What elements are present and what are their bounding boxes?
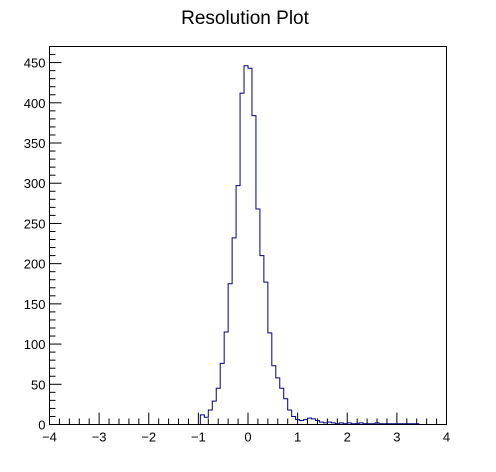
y-tick-label: 200 xyxy=(24,257,46,272)
x-tick-label: −2 xyxy=(141,430,156,445)
x-tick-label: 0 xyxy=(244,430,251,445)
x-axis: −4 −3 −2 −1 0 1 2 3 4 xyxy=(42,412,450,445)
x-tick-label: −3 xyxy=(92,430,107,445)
y-tick-label: 100 xyxy=(24,337,46,352)
x-tick-label: 2 xyxy=(344,430,351,445)
chart-title: Resolution Plot xyxy=(181,8,310,29)
y-tick-label: 150 xyxy=(24,297,46,312)
histogram-series xyxy=(199,65,420,425)
x-tick-label: 4 xyxy=(443,430,450,445)
y-tick-label: 300 xyxy=(24,176,46,191)
x-tick-label: −4 xyxy=(42,430,57,445)
y-tick-label: 450 xyxy=(24,56,46,71)
y-tick-label: 0 xyxy=(38,418,45,433)
y-tick-label: 50 xyxy=(31,377,45,392)
y-tick-label: 250 xyxy=(24,216,46,231)
x-tick-label: −1 xyxy=(191,430,206,445)
x-tick-label: 1 xyxy=(294,430,301,445)
y-axis: 0 50 100 150 200 250 300 350 400 450 xyxy=(24,54,62,433)
plot-frame xyxy=(49,46,447,425)
x-tick-label: 3 xyxy=(393,430,400,445)
y-tick-label: 350 xyxy=(24,136,46,151)
y-tick-label: 400 xyxy=(24,96,46,111)
